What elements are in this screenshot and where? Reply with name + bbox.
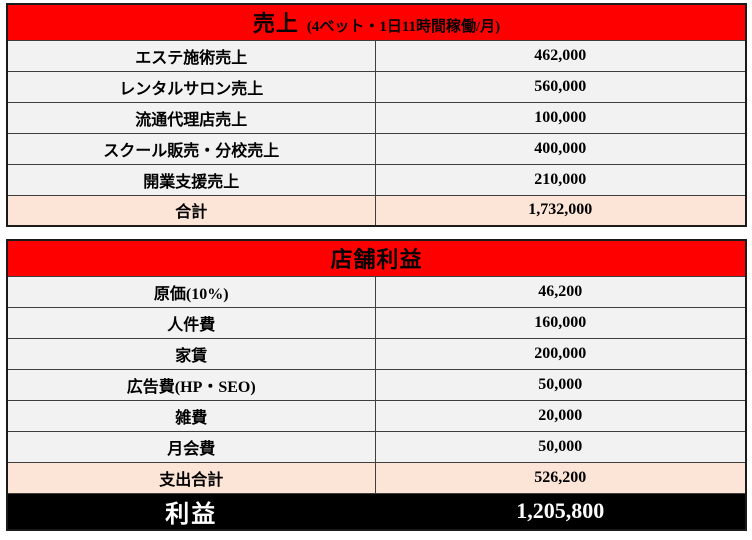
row-label: エステ施術売上 — [6, 39, 376, 72]
total-value: 1,732,000 — [374, 194, 747, 227]
row-label: 広告費(HP・SEO) — [6, 368, 376, 401]
profit-value: 1,205,800 — [374, 492, 747, 530]
total-label: 支出合計 — [6, 461, 376, 494]
table-row: レンタルサロン売上 560,000 — [6, 70, 747, 103]
expense-total-row: 支出合計 526,200 — [6, 461, 747, 494]
table-gap — [6, 227, 746, 239]
row-label: レンタルサロン売上 — [6, 70, 376, 103]
row-label: 雑費 — [6, 399, 376, 432]
table-row: 流通代理店売上 100,000 — [6, 101, 747, 134]
row-value: 100,000 — [374, 101, 747, 134]
row-value: 50,000 — [374, 368, 747, 401]
row-value: 50,000 — [374, 430, 747, 463]
table-row: 原価(10%) 46,200 — [6, 275, 747, 308]
row-value: 560,000 — [374, 70, 747, 103]
total-label: 合計 — [6, 194, 376, 227]
row-label: 流通代理店売上 — [6, 101, 376, 134]
row-label: 人件費 — [6, 306, 376, 339]
profit-table: 店舗利益 原価(10%) 46,200 人件費 160,000 家賃 200,0… — [6, 239, 748, 531]
profit-result-row: 利益 1,205,800 — [6, 492, 747, 530]
sales-header: 売上 (4ベット・1日11時間稼働/月) — [6, 3, 747, 41]
sales-header-row: 売上 (4ベット・1日11時間稼働/月) — [6, 3, 747, 41]
table-row: 人件費 160,000 — [6, 306, 747, 339]
row-label: 月会費 — [6, 430, 376, 463]
row-value: 200,000 — [374, 337, 747, 370]
table-row: 家賃 200,000 — [6, 337, 747, 370]
profit-label: 利益 — [6, 492, 376, 530]
row-value: 400,000 — [374, 132, 747, 165]
table-row: エステ施術売上 462,000 — [6, 39, 747, 72]
row-value: 46,200 — [374, 275, 747, 308]
profit-header-row: 店舗利益 — [6, 239, 747, 277]
row-label: 開業支援売上 — [6, 163, 376, 196]
profit-header: 店舗利益 — [6, 239, 747, 277]
table-row: 開業支援売上 210,000 — [6, 163, 747, 196]
row-label: スクール販売・分校売上 — [6, 132, 376, 165]
sales-title: 売上 — [252, 11, 299, 37]
total-value: 526,200 — [374, 461, 747, 494]
sales-table: 売上 (4ベット・1日11時間稼働/月) エステ施術売上 462,000 レンタ… — [6, 3, 748, 227]
table-row: 雑費 20,000 — [6, 399, 747, 432]
row-value: 462,000 — [374, 39, 747, 72]
profit-title: 店舗利益 — [330, 247, 423, 273]
row-value: 160,000 — [374, 306, 747, 339]
row-label: 家賃 — [6, 337, 376, 370]
table-row: スクール販売・分校売上 400,000 — [6, 132, 747, 165]
table-row: 月会費 50,000 — [6, 430, 747, 463]
row-value: 210,000 — [374, 163, 747, 196]
row-value: 20,000 — [374, 399, 747, 432]
row-label: 原価(10%) — [6, 275, 376, 308]
sales-subtitle: (4ベット・1日11時間稼働/月) — [306, 19, 501, 36]
table-row: 広告費(HP・SEO) 50,000 — [6, 368, 747, 401]
sales-total-row: 合計 1,732,000 — [6, 194, 747, 227]
